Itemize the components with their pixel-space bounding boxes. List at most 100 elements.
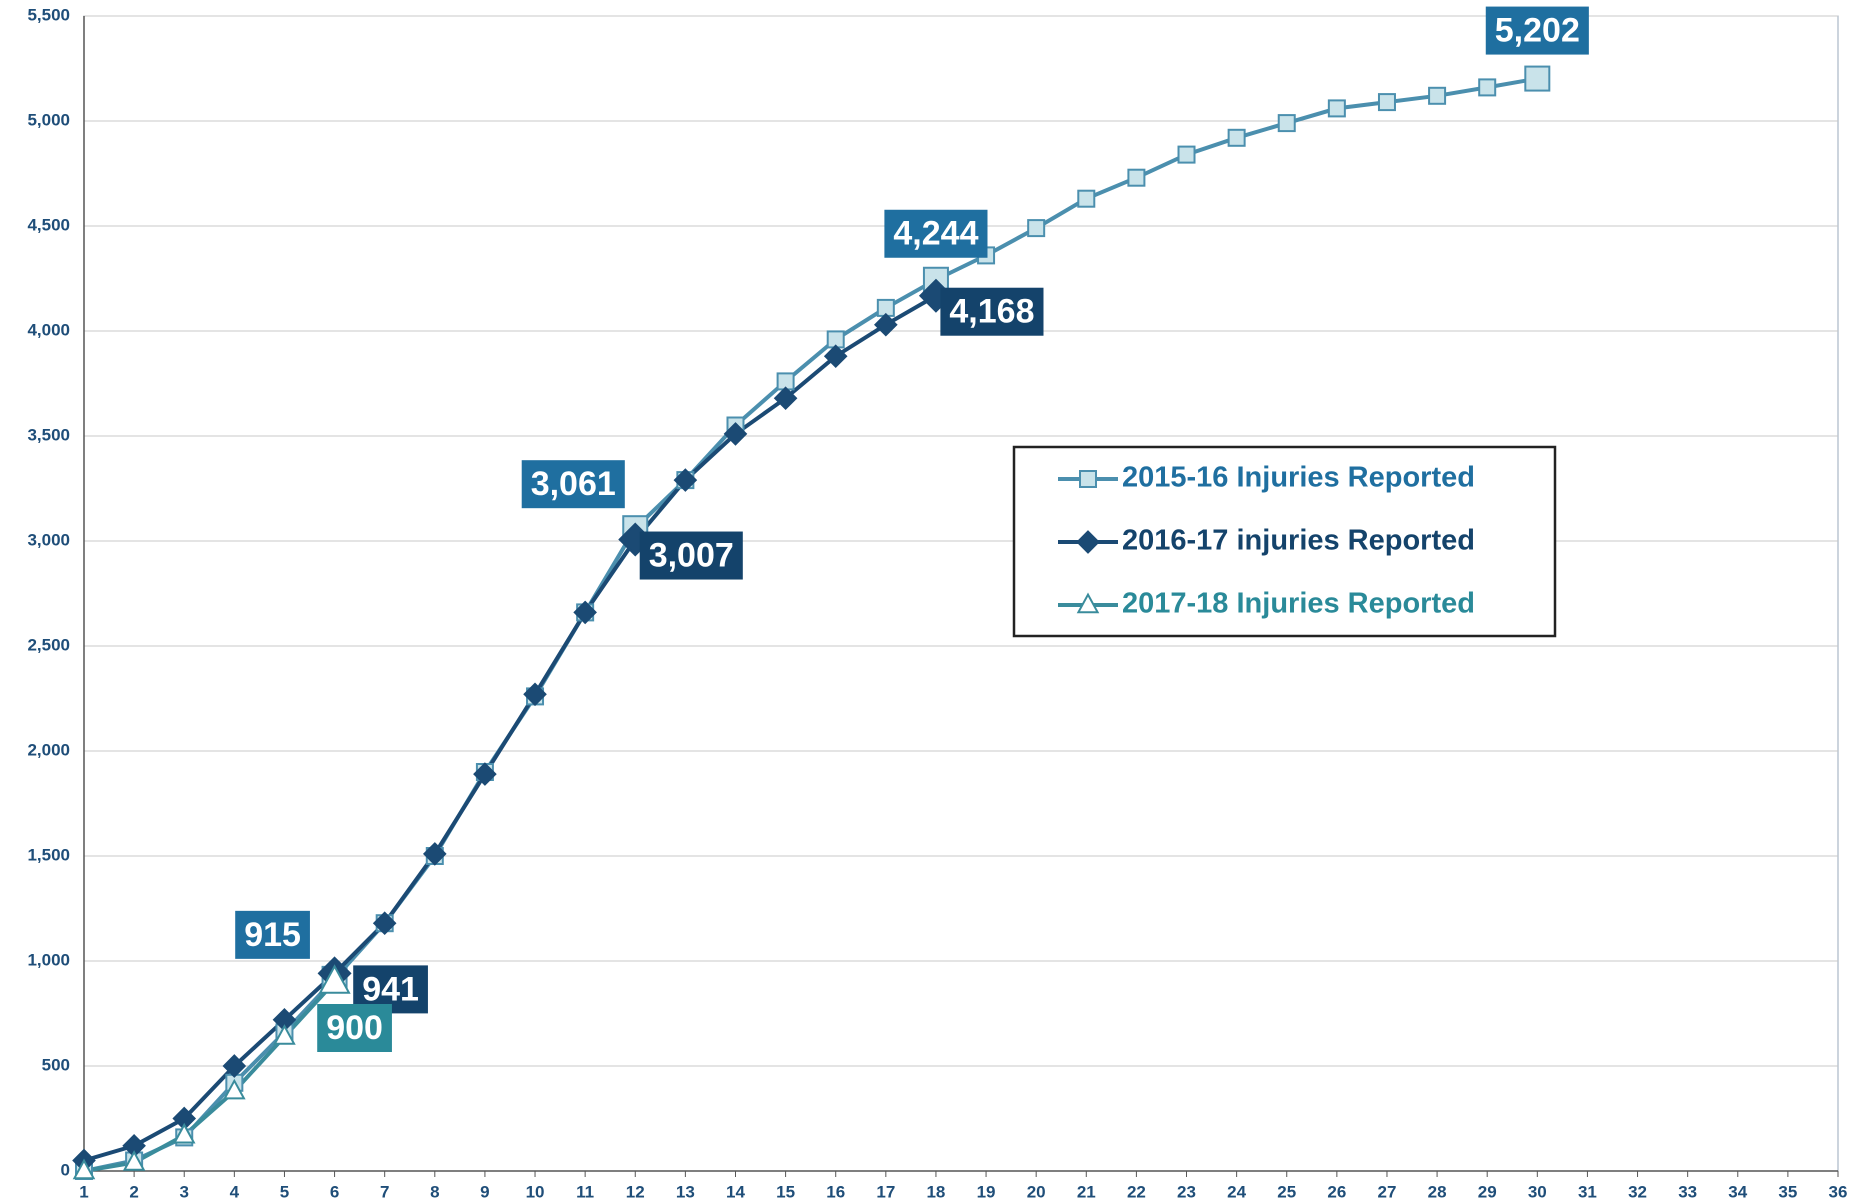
data-label-box [1485, 6, 1589, 55]
y-tick-label: 0 [61, 1160, 70, 1179]
marker-square [1079, 470, 1097, 488]
series-line [83, 293, 937, 1163]
y-tick-label: 4,000 [27, 320, 70, 339]
marker-triangle [72, 1158, 96, 1180]
x-tick-label: 23 [1177, 1182, 1196, 1201]
marker-square [1428, 86, 1447, 105]
data-label-box [317, 1004, 392, 1052]
y-tick-label: 3,000 [27, 530, 70, 549]
data-label: 4,244 [893, 215, 978, 253]
marker-square [1227, 128, 1246, 147]
x-tick-label: 14 [726, 1182, 745, 1201]
data-label: 941 [362, 970, 419, 1008]
data-label: 5,202 [1495, 12, 1580, 50]
marker-diamond [222, 1054, 247, 1078]
x-tick-label: 30 [1528, 1182, 1547, 1201]
marker-diamond [773, 386, 798, 411]
marker-diamond [823, 344, 848, 369]
x-tick-label: 5 [280, 1182, 289, 1201]
data-label: 915 [244, 916, 301, 954]
x-tick-label: 18 [926, 1182, 945, 1201]
x-tick-label: 26 [1327, 1182, 1346, 1201]
marker-diamond [874, 312, 898, 337]
x-tick-label: 19 [977, 1182, 996, 1201]
marker-square [1478, 78, 1497, 97]
data-label-box [235, 910, 310, 959]
x-tick-label: 17 [876, 1182, 895, 1201]
x-tick-label: 11 [576, 1182, 594, 1201]
marker-triangle [172, 1122, 196, 1144]
data-label: 3,007 [649, 537, 734, 575]
plot-frame [83, 15, 1839, 1172]
marker-square [1077, 189, 1096, 208]
marker-diamond [422, 842, 447, 866]
marker-square [1177, 145, 1196, 164]
data-label: 3,061 [531, 465, 616, 503]
marker-triangle [223, 1078, 246, 1100]
legend-label: 2017-18 Injuries Reported [1122, 588, 1475, 620]
y-tick-label: 5,500 [27, 5, 70, 24]
marker-square [1327, 99, 1346, 118]
data-label-box [884, 209, 988, 258]
data-label-box [521, 460, 625, 509]
x-tick-label: 1 [79, 1182, 88, 1201]
y-tick-label: 1,500 [27, 845, 70, 864]
legend-label: 2015-16 Injuries Reported [1122, 462, 1475, 494]
x-tick-label: 22 [1127, 1182, 1146, 1201]
x-tick-label: 24 [1227, 1182, 1246, 1201]
x-tick-label: 3 [179, 1182, 188, 1201]
x-tick-label: 29 [1478, 1182, 1497, 1201]
x-tick-label: 15 [776, 1182, 795, 1201]
x-tick-label: 36 [1829, 1182, 1848, 1201]
y-tick-label: 4,500 [27, 215, 70, 234]
x-tick-label: 27 [1378, 1182, 1397, 1201]
y-tick-label: 1,000 [27, 950, 70, 969]
marker-diamond [473, 762, 497, 786]
marker-diamond [523, 682, 547, 707]
marker-square [1524, 65, 1551, 92]
x-tick-label: 12 [626, 1182, 645, 1201]
marker-triangle [273, 1024, 296, 1045]
y-tick-label: 5,000 [27, 110, 70, 129]
y-tick-label: 2,000 [27, 740, 70, 759]
x-tick-label: 16 [826, 1182, 845, 1201]
y-tick-label: 2,500 [27, 635, 70, 654]
x-tick-label: 34 [1728, 1182, 1747, 1201]
x-tick-label: 33 [1678, 1182, 1697, 1201]
marker-triangle [122, 1150, 146, 1171]
marker-diamond [372, 911, 397, 936]
marker-triangle [318, 964, 351, 994]
marker-diamond [673, 468, 698, 492]
x-tick-label: 20 [1027, 1182, 1046, 1201]
x-tick-label: 35 [1778, 1182, 1797, 1201]
x-tick-label: 4 [230, 1182, 240, 1201]
x-tick-label: 32 [1628, 1182, 1647, 1201]
marker-square [1027, 219, 1046, 238]
data-label-box [639, 531, 743, 580]
x-tick-label: 28 [1428, 1182, 1447, 1201]
legend-label: 2016-17 injuries Reported [1122, 525, 1475, 557]
x-tick-label: 6 [330, 1182, 339, 1201]
x-tick-label: 7 [380, 1182, 389, 1201]
marker-square [1127, 168, 1146, 187]
x-tick-label: 25 [1277, 1182, 1296, 1201]
x-tick-label: 13 [676, 1182, 695, 1201]
marker-diamond [573, 600, 597, 625]
x-tick-label: 10 [526, 1182, 545, 1201]
data-label: 900 [326, 1009, 383, 1047]
marker-square [1377, 93, 1396, 112]
y-tick-label: 3,500 [27, 425, 70, 444]
x-tick-label: 2 [129, 1182, 138, 1201]
x-tick-label: 8 [430, 1182, 439, 1201]
marker-diamond [1076, 530, 1100, 554]
x-tick-label: 31 [1578, 1182, 1597, 1201]
x-tick-label: 21 [1077, 1182, 1096, 1201]
x-tick-label: 9 [480, 1182, 489, 1201]
data-label-box [940, 287, 1044, 336]
marker-triangle [1076, 592, 1100, 614]
y-tick-label: 500 [42, 1055, 70, 1074]
marker-diamond [723, 422, 748, 446]
marker-square [1277, 114, 1296, 133]
data-label: 4,168 [949, 293, 1034, 331]
